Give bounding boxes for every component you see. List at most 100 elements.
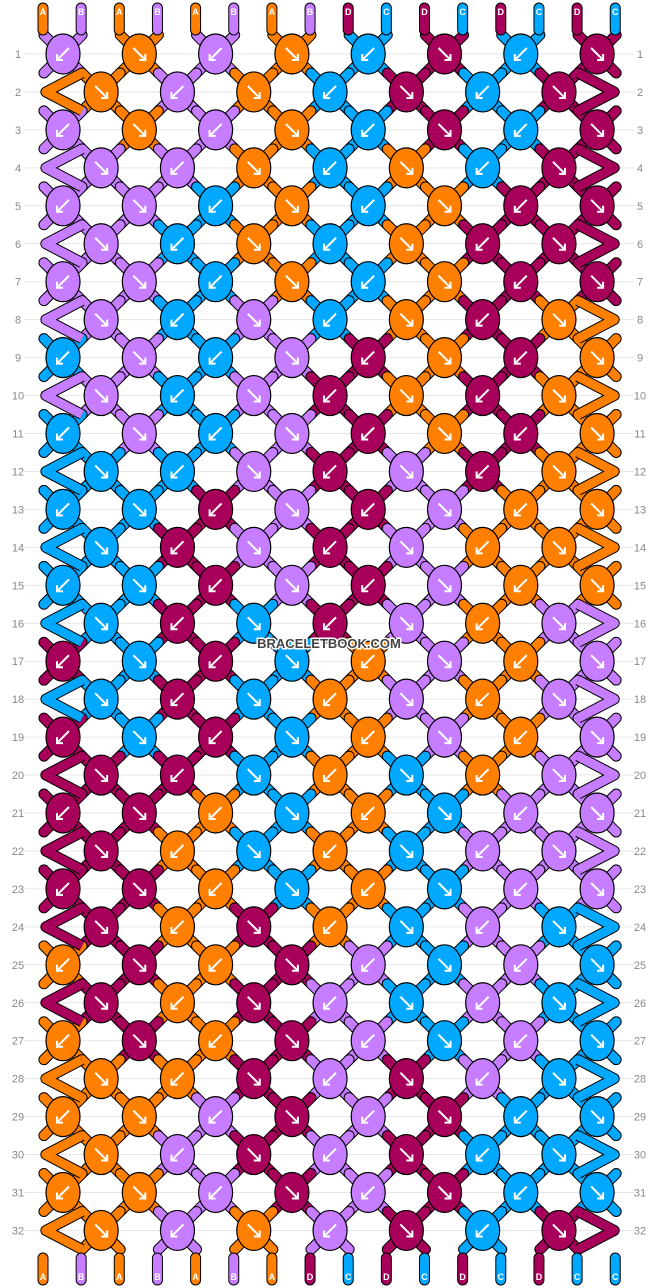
knot <box>350 564 386 606</box>
arrow-down-right-icon <box>552 464 566 479</box>
arrow-head-icon <box>323 699 331 707</box>
row-number-left: 9 <box>15 353 21 365</box>
knot <box>388 830 424 872</box>
knot <box>579 1171 615 1214</box>
arrow-down-right-icon <box>437 426 452 441</box>
arrow-head-icon <box>361 813 369 820</box>
arrow-down-right-icon <box>590 806 604 820</box>
arrow-down-left-icon <box>323 1223 337 1238</box>
arrow-down-right-icon <box>132 882 147 896</box>
knot <box>426 1020 463 1062</box>
knot <box>121 716 157 758</box>
arrow-down-right-icon <box>552 844 566 858</box>
row-number-right: 20 <box>634 770 646 782</box>
knot <box>274 944 310 986</box>
arrow-down-left-icon <box>323 768 337 782</box>
arrow-head-icon <box>139 433 147 441</box>
arrow-down-right-icon <box>552 312 566 327</box>
knot <box>350 337 386 379</box>
arrow-down-left-icon <box>475 464 490 479</box>
arrow-down-right-icon <box>552 692 566 706</box>
arrow-down-left-icon <box>475 312 490 327</box>
thread-letter: C <box>612 7 619 17</box>
arrow-head-icon <box>101 623 109 631</box>
row-number-left: 21 <box>12 808 24 820</box>
knot <box>312 299 348 341</box>
knot <box>541 299 577 341</box>
row-number-right: 29 <box>634 1112 646 1124</box>
row-number-right: 2 <box>637 87 643 99</box>
arrow-head-icon <box>139 1040 147 1048</box>
knot <box>236 906 272 948</box>
row-number-left: 27 <box>12 1036 24 1048</box>
arrow-down-right-icon <box>399 1223 414 1238</box>
arrow-down-right-icon <box>552 161 566 175</box>
knot <box>388 1058 424 1100</box>
knot <box>579 868 615 910</box>
arrow-down-left-icon <box>514 882 528 896</box>
knot <box>236 526 272 568</box>
arrow-head-icon <box>558 699 566 707</box>
arrow-down-right-icon <box>247 161 261 175</box>
knot <box>579 564 615 606</box>
thread-letter: A <box>116 7 123 17</box>
arrow-head-icon <box>291 964 299 972</box>
arrow-head-icon <box>444 205 452 213</box>
row-number-left: 7 <box>15 277 21 289</box>
arrow-down-left-icon <box>514 1185 528 1200</box>
row-number-right: 25 <box>634 960 646 972</box>
knot <box>236 1209 272 1252</box>
arrow-head-icon <box>444 1040 452 1048</box>
row-number-right: 24 <box>634 922 646 934</box>
row-number-left: 2 <box>15 87 21 99</box>
arrow-down-left-icon <box>170 844 185 858</box>
arrow-down-left-icon <box>56 350 70 365</box>
arrow-head-icon <box>406 547 414 555</box>
knot <box>198 185 234 227</box>
thread-letter: C <box>536 7 543 17</box>
arrow-head-icon <box>170 471 178 479</box>
arrow-head-icon <box>170 850 178 858</box>
knot <box>83 678 119 720</box>
arrow-head-icon <box>361 888 369 896</box>
knot <box>45 185 81 227</box>
row-number-right: 30 <box>634 1150 646 1162</box>
arrow-head-icon <box>208 813 216 820</box>
knot <box>350 944 386 986</box>
knot <box>45 488 81 530</box>
arrow-down-left-icon <box>323 540 337 555</box>
knot <box>312 1209 348 1252</box>
arrow-head-icon <box>361 54 369 61</box>
arrow-down-left-icon <box>208 1109 223 1124</box>
arrow-head-icon <box>406 850 414 858</box>
arrow-head-icon <box>406 319 414 327</box>
knot <box>312 1058 348 1100</box>
knot <box>426 185 463 227</box>
arrow-down-left-icon <box>208 882 223 896</box>
arrow-head-icon <box>597 661 605 669</box>
knot <box>465 526 501 568</box>
arrow-head-icon <box>361 661 369 669</box>
arrow-down-right-icon <box>552 1071 566 1086</box>
thread-letter: B <box>78 7 85 17</box>
knot <box>312 450 348 493</box>
thread-letter: A <box>116 1272 123 1282</box>
row-number-left: 28 <box>12 1074 24 1086</box>
arrow-down-right-icon <box>247 996 261 1010</box>
arrow-down-right-icon <box>399 844 414 858</box>
arrow-down-left-icon <box>514 274 528 289</box>
arrow-down-left-icon <box>170 996 185 1010</box>
knot <box>503 33 539 75</box>
knot <box>388 678 424 720</box>
knot <box>312 906 348 948</box>
knot <box>198 33 234 75</box>
arrow-down-left-icon <box>361 426 375 441</box>
arrow-down-right-icon <box>552 616 566 630</box>
arrow-head-icon <box>208 433 216 441</box>
watermark-text: BRACELETBOOK.COM <box>257 636 401 651</box>
arrow-head-icon <box>139 357 147 365</box>
arrow-head-icon <box>170 91 178 99</box>
knot <box>503 337 539 379</box>
row-number-left: 8 <box>15 315 21 327</box>
knot <box>83 526 119 568</box>
